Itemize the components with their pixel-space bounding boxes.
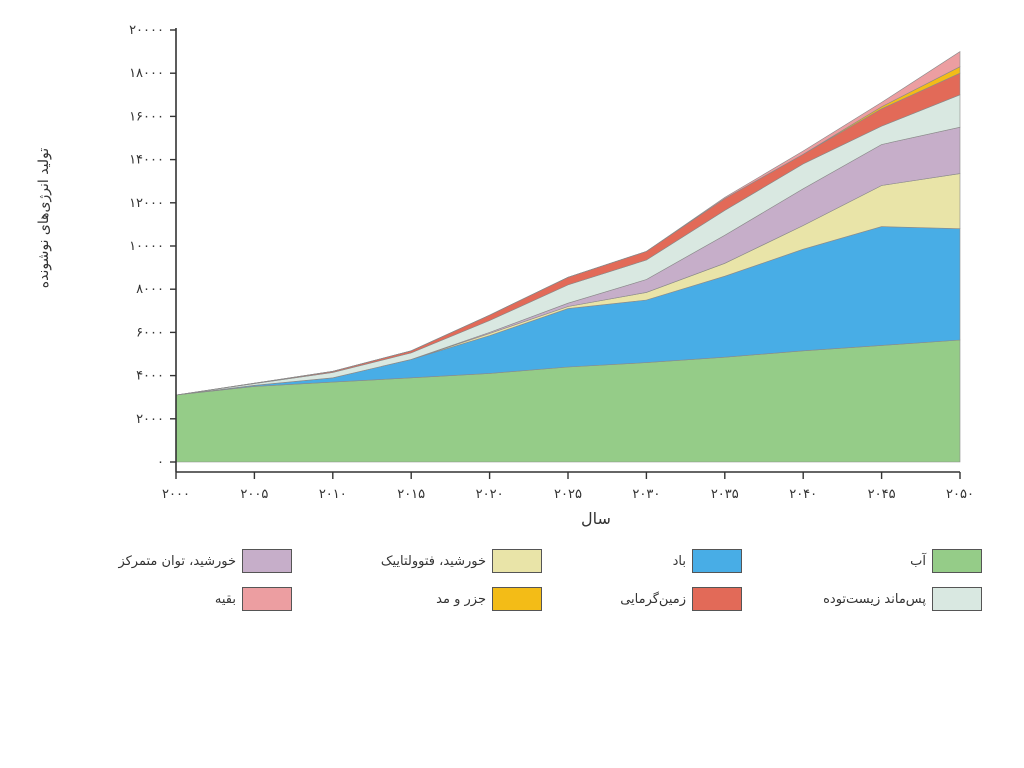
stacked-area-chart: ۰ ۲۰۰۰ ۴۰۰۰ ۶۰۰۰ ۸۰۰۰ ۱۰۰۰۰ ۱۲۰۰۰ ۱۴۰۰۰ ۱۶۰۰۰ ۱۸۰… <box>36 23 974 528</box>
x-tick-label: ۲۰۰۰ <box>162 487 190 502</box>
x-ticks: ۲۰۰۰ ۲۰۰۵ ۲۰۱۰ ۲۰۱۵ ۲۰۲۰ ۲۰۲۵ ۲۰۳۰ ۲۰۳۵ ۲۰۴۰ ۲۰۴۵… <box>162 472 974 502</box>
legend-swatch <box>242 549 292 573</box>
y-tick-label: ۲۰۰۰۰ <box>129 23 164 38</box>
legend-label: پس‌ماند زیست‌توده <box>823 591 926 607</box>
legend-item: پس‌ماند زیست‌توده <box>823 586 982 612</box>
x-tick-label: ۲۰۱۵ <box>397 487 425 502</box>
legend-label: بقیه <box>214 591 236 607</box>
legend-swatch <box>932 549 982 573</box>
x-tick-label: ۲۰۵۰ <box>946 487 974 502</box>
y-tick-label: ۰ <box>157 455 164 470</box>
y-tick-label: ۸۰۰۰ <box>136 282 164 297</box>
legend-item: باد <box>673 548 742 574</box>
x-tick-label: ۲۰۰۵ <box>240 487 268 502</box>
x-tick-label: ۲۰۳۵ <box>711 487 739 502</box>
area-series-7 <box>175 51 961 396</box>
legend-item: جزر و مد <box>436 586 542 612</box>
legend-swatch <box>242 587 292 611</box>
x-axis-title: سال <box>581 509 611 528</box>
legend-label: خورشید، توان متمرکز <box>118 553 236 569</box>
y-ticks: ۰ ۲۰۰۰ ۴۰۰۰ ۶۰۰۰ ۸۰۰۰ ۱۰۰۰۰ ۱۲۰۰۰ ۱۴۰۰۰ ۱۶۰۰۰ ۱۸۰… <box>129 23 176 470</box>
chart-figure: ۰ ۲۰۰۰ ۴۰۰۰ ۶۰۰۰ ۸۰۰۰ ۱۰۰۰۰ ۱۲۰۰۰ ۱۴۰۰۰ ۱۶۰۰۰ ۱۸۰… <box>36 20 998 614</box>
y-axis-title: تولید انرژی‌های نوشونده <box>36 148 52 288</box>
x-tick-label: ۲۰۱۰ <box>319 487 347 502</box>
y-tick-label: ۱۸۰۰۰ <box>129 66 164 81</box>
y-tick-label: ۱۴۰۰۰ <box>129 153 164 168</box>
areas-layer <box>175 51 961 463</box>
legend-swatch <box>932 587 982 611</box>
legend-item: بقیه <box>215 586 292 612</box>
legend: آب باد خورشید، فتوولتاییک خورشید، توان متمر… <box>36 544 998 614</box>
legend-item: آب <box>910 548 982 574</box>
legend-swatch <box>692 549 742 573</box>
x-tick-label: ۲۰۲۵ <box>554 487 582 502</box>
y-tick-label: ۲۰۰۰ <box>136 412 164 427</box>
legend-item: خورشید، توان متمرکز <box>118 548 292 574</box>
legend-item: زمین‌گرمایی <box>620 586 742 612</box>
legend-label: زمین‌گرمایی <box>620 591 686 607</box>
legend-label: جزر و مد <box>436 591 486 607</box>
x-tick-label: ۲۰۲۰ <box>476 487 504 502</box>
legend-item: خورشید، فتوولتاییک <box>381 548 542 574</box>
legend-swatch <box>692 587 742 611</box>
y-tick-label: ۱۰۰۰۰ <box>129 239 164 254</box>
y-tick-label: ۶۰۰۰ <box>136 325 164 340</box>
legend-swatch <box>492 587 542 611</box>
legend-swatch <box>492 549 542 573</box>
x-tick-label: ۲۰۴۵ <box>868 487 896 502</box>
legend-label: خورشید، فتوولتاییک <box>380 553 486 569</box>
y-tick-label: ۱۶۰۰۰ <box>129 109 164 124</box>
legend-label: آب <box>910 553 926 569</box>
legend-label: باد <box>672 553 686 569</box>
y-tick-label: ۱۲۰۰۰ <box>129 196 164 211</box>
y-tick-label: ۴۰۰۰ <box>136 369 164 384</box>
x-tick-label: ۲۰۳۰ <box>632 487 660 502</box>
x-tick-label: ۲۰۴۰ <box>789 487 817 502</box>
